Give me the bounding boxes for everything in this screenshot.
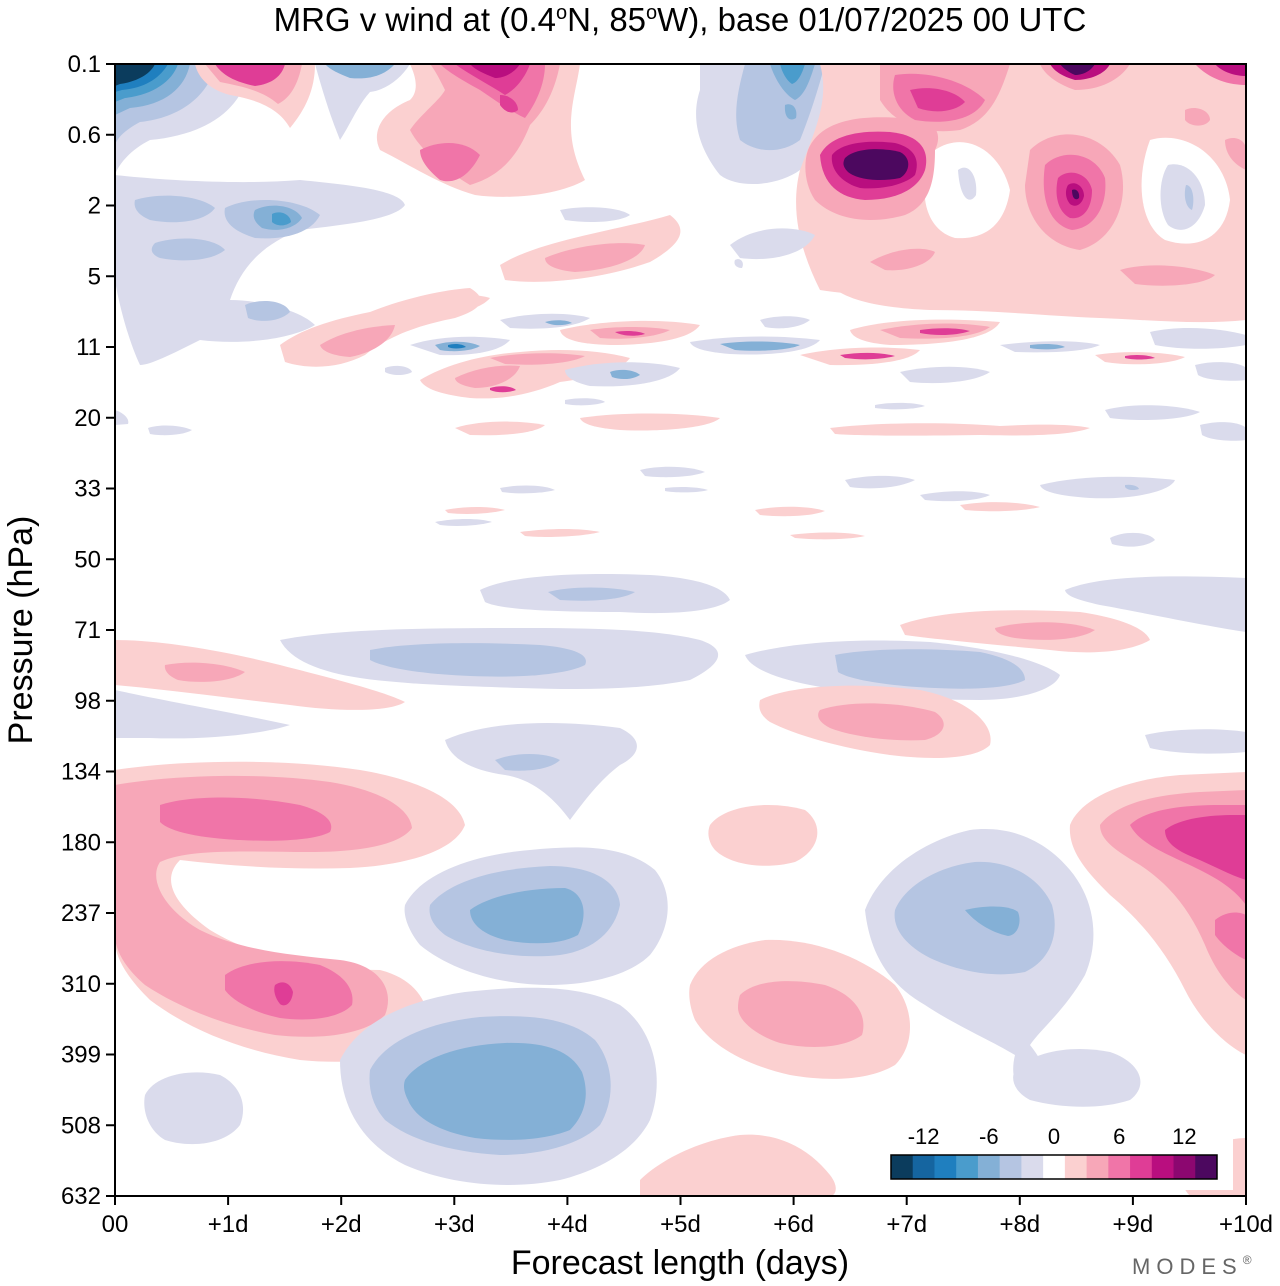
x-tick-label: +7d (886, 1211, 927, 1238)
colorbar-swatch (1130, 1155, 1153, 1179)
x-tick-label: +6d (773, 1211, 814, 1238)
colorbar-frame (890, 1154, 1218, 1180)
y-tick-label: 11 (76, 334, 101, 361)
colorbar-swatch (956, 1155, 979, 1179)
x-tick-label: +8d (999, 1211, 1040, 1238)
colorbar-swatch (934, 1155, 957, 1179)
colorbar-swatch (977, 1155, 1001, 1179)
y-tick-label: 399 (61, 1042, 101, 1069)
y-tick-label: 310 (61, 971, 101, 998)
y-tick-label: 98 (74, 688, 101, 715)
colorbar-swatch (1173, 1155, 1196, 1179)
colorbar: -12 -6 0 6 12 (875, 1118, 1233, 1190)
y-tick-label: 237 (61, 900, 101, 927)
colorbar-swatch (1108, 1155, 1131, 1179)
colorbar-swatch (1086, 1155, 1109, 1179)
y-axis: 0.1 0.6 2 5 11 20 33 50 71 98 134 180 237 310 399 508 63… (61, 51, 115, 1210)
brand-mark: ® (1243, 1253, 1252, 1267)
colorbar-label: -6 (979, 1124, 999, 1149)
colorbar-swatch (891, 1155, 914, 1179)
colorbar-swatch (999, 1155, 1022, 1179)
x-tick-label: +2d (321, 1211, 362, 1238)
x-tick-label: +4d (547, 1211, 588, 1238)
y-tick-label: 0.6 (68, 122, 101, 149)
colorbar-swatch (1021, 1155, 1044, 1179)
colorbar-swatch (1195, 1155, 1218, 1179)
x-axis-label: Forecast length (days) (511, 1244, 849, 1282)
colorbar-swatch (1151, 1155, 1175, 1179)
colorbar-label: 6 (1113, 1124, 1125, 1149)
y-tick-label: 33 (74, 476, 101, 503)
y-tick-label: 5 (88, 263, 101, 290)
y-tick-label: 71 (74, 617, 101, 644)
x-tick-label: +1d (208, 1211, 249, 1238)
y-tick-label: 134 (61, 759, 101, 786)
y-tick-label: 508 (61, 1112, 101, 1139)
colorbar-label: 12 (1172, 1124, 1196, 1149)
x-tick-label: +10d (1219, 1211, 1273, 1238)
colorbar-label: 0 (1048, 1124, 1060, 1149)
y-tick-label: 632 (61, 1183, 101, 1210)
x-axis: 00 +1d +2d +3d +4d +5d +6d +7d +8d +9d +10d (102, 1196, 1273, 1238)
x-tick-label: 00 (102, 1211, 129, 1238)
colorbar-swatch (1064, 1155, 1088, 1179)
x-tick-label: +5d (660, 1211, 701, 1238)
y-tick-label: 50 (74, 546, 101, 573)
contour-field (115, 64, 1246, 1196)
y-tick-label: 180 (61, 829, 101, 856)
brand-logo: MODES® (1132, 1253, 1252, 1279)
y-tick-label: 20 (74, 405, 101, 432)
brand-text: MODES (1132, 1254, 1243, 1279)
y-axis-label: Pressure (hPa) (2, 516, 40, 745)
x-tick-label: +9d (1113, 1211, 1154, 1238)
colorbar-label: -12 (908, 1124, 940, 1149)
chart-title: MRG v wind at (0.4oN, 85oW), base 01/07/… (274, 1, 1087, 38)
colorbar-swatch (912, 1155, 935, 1179)
colorbar-swatch (1043, 1155, 1066, 1179)
y-tick-label: 0.1 (68, 51, 101, 78)
x-tick-label: +3d (434, 1211, 475, 1238)
y-tick-label: 2 (88, 193, 101, 220)
